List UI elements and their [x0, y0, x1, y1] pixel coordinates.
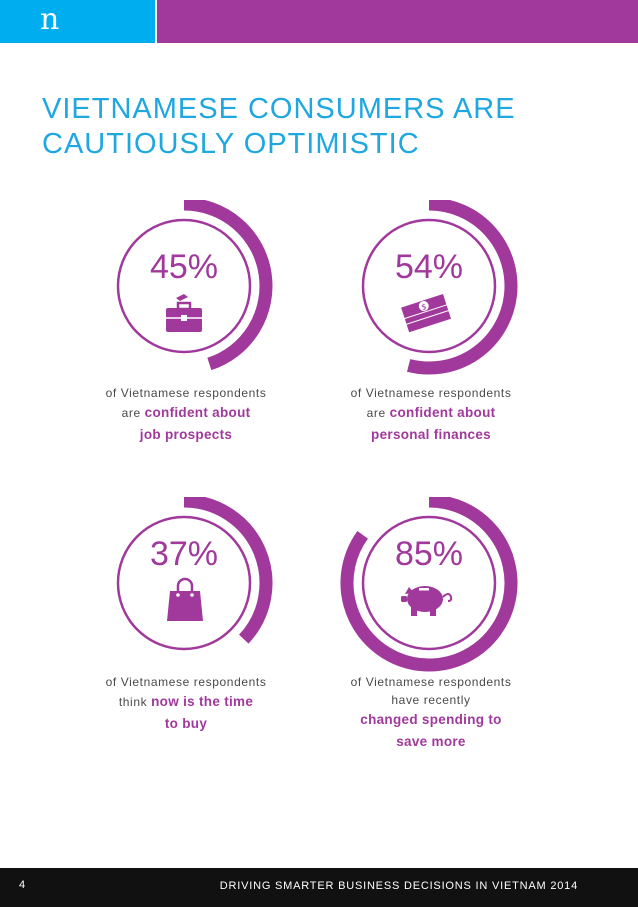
money-stack-icon: $ — [401, 294, 452, 333]
stat-job-prospects: 45% of Vietnamese respondents are confid… — [66, 200, 306, 450]
top-banner: n — [0, 0, 638, 43]
logo-letter: n — [40, 2, 60, 37]
inner-circle — [116, 515, 252, 651]
caption-highlight-2: to buy — [164, 716, 208, 731]
stat-percent: 45% — [149, 248, 219, 286]
caption-highlight: confident about — [389, 405, 496, 420]
inner-circle — [361, 218, 497, 354]
caption-highlight-2: job prospects — [139, 427, 233, 442]
progress-arc — [340, 497, 518, 672]
inner-circle — [361, 515, 497, 651]
caption-highlight: changed spending to — [360, 712, 502, 727]
caption-highlight-2: save more — [396, 734, 466, 749]
briefcase-icon — [166, 294, 202, 332]
title-line-2: CAUTIOUSLY OPTIMISTIC — [42, 128, 420, 160]
caption-line: of Vietnamese respondents — [350, 386, 512, 400]
caption-prefix: think — [118, 695, 148, 709]
inner-circle — [116, 218, 252, 354]
svg-text:$: $ — [420, 302, 428, 312]
stat-percent: 54% — [394, 248, 464, 286]
stat-caption: of Vietnamese respondents are confident … — [311, 384, 551, 446]
footer-title: DRIVING SMARTER BUSINESS DECISIONS IN VI… — [219, 880, 578, 892]
progress-ring — [361, 200, 518, 375]
caption-prefix: are — [366, 406, 386, 420]
footer-bar: 4 DRIVING SMARTER BUSINESS DECISIONS IN … — [0, 868, 638, 907]
piggy-bank-icon — [401, 586, 453, 616]
caption-highlight: now is the time — [151, 694, 254, 709]
progress-ring — [116, 497, 273, 651]
page-title: VIETNAMESE CONSUMERS ARE CAUTIOUSLY OPTI… — [42, 92, 516, 162]
caption-highlight-2: personal finances — [371, 427, 491, 442]
stat-caption: of Vietnamese respondents are confident … — [66, 384, 306, 446]
progress-arc — [183, 200, 273, 371]
stat-caption: of Vietnamese respondents have recently … — [311, 673, 551, 753]
stat-percent: 37% — [149, 535, 219, 573]
caption-line: of Vietnamese respondents — [105, 675, 267, 689]
progress-ring — [116, 200, 273, 371]
stat-percent: 85% — [394, 535, 464, 573]
stat-time-to-buy: 37% of Vietnamese respondents think now … — [66, 497, 306, 747]
caption-highlight: confident about — [144, 405, 251, 420]
page-number: 4 — [19, 879, 26, 891]
progress-arc — [407, 200, 518, 375]
caption-line: of Vietnamese respondents — [105, 386, 267, 400]
progress-ring — [340, 497, 518, 672]
stat-save-more: 85% of Vietnamese respondents have recen… — [311, 497, 551, 757]
caption-prefix: are — [121, 406, 141, 420]
caption-line: of Vietnamese respondents — [350, 675, 512, 689]
stat-personal-finances: 54% $ of Vietnamese respondents are conf… — [311, 200, 551, 450]
progress-arc — [183, 497, 273, 644]
shopping-bag-icon — [167, 577, 203, 621]
caption-line-2: have recently — [391, 693, 471, 707]
title-line-1: VIETNAMESE CONSUMERS ARE — [42, 93, 516, 125]
header-band — [157, 0, 638, 43]
stat-caption: of Vietnamese respondents think now is t… — [66, 673, 306, 735]
nielsen-logo: n — [0, 0, 155, 43]
